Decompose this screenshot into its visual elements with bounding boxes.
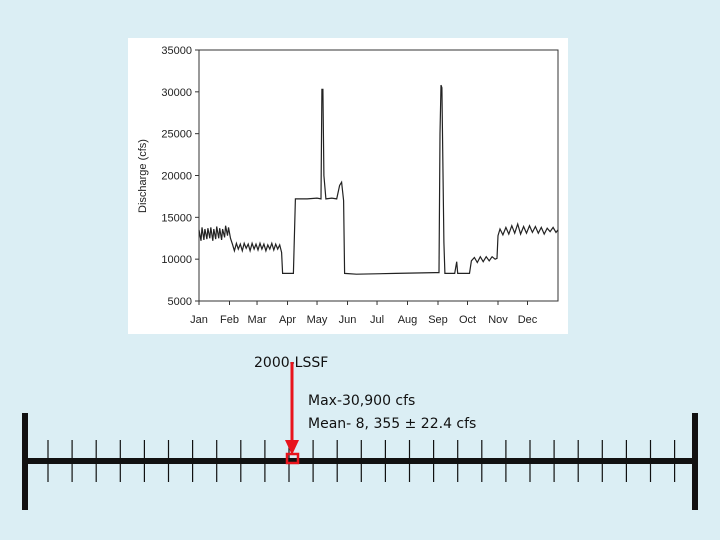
y-tick-label: 10000 xyxy=(161,254,192,266)
y-tick-label: 35000 xyxy=(161,45,192,57)
x-tick-label: Oct xyxy=(459,314,476,326)
x-tick-label: Sep xyxy=(428,314,448,326)
x-tick-label: Jun xyxy=(339,314,357,326)
y-tick-label: 25000 xyxy=(161,129,192,141)
x-tick-label: Aug xyxy=(398,314,418,326)
y-tick-label: 30000 xyxy=(161,87,192,99)
y-tick-label: 15000 xyxy=(161,212,192,224)
y-tick-label: 5000 xyxy=(168,296,192,308)
x-tick-label: Mar xyxy=(248,314,267,326)
mean-label: Mean- 8, 355 ± 22.4 cfs xyxy=(308,416,476,432)
max-label: Max-30,900 cfs xyxy=(308,393,415,409)
x-tick-label: Apr xyxy=(279,314,296,326)
x-tick-label: Nov xyxy=(488,314,508,326)
timeline xyxy=(22,413,698,510)
x-tick-label: Jan xyxy=(190,314,208,326)
arrow xyxy=(285,362,300,465)
x-tick-label: Jul xyxy=(370,314,384,326)
data-line xyxy=(198,84,559,275)
x-tick-label: Feb xyxy=(220,314,239,326)
x-tick-label: May xyxy=(307,314,328,326)
y-tick-label: 20000 xyxy=(161,171,192,183)
chart-background xyxy=(128,38,568,334)
chart: Discharge (cfs) 5000 10000 15000 20000 25000… xyxy=(137,45,559,326)
x-tick-label: Dec xyxy=(518,314,538,326)
y-axis-label: Discharge (cfs) xyxy=(137,139,149,213)
